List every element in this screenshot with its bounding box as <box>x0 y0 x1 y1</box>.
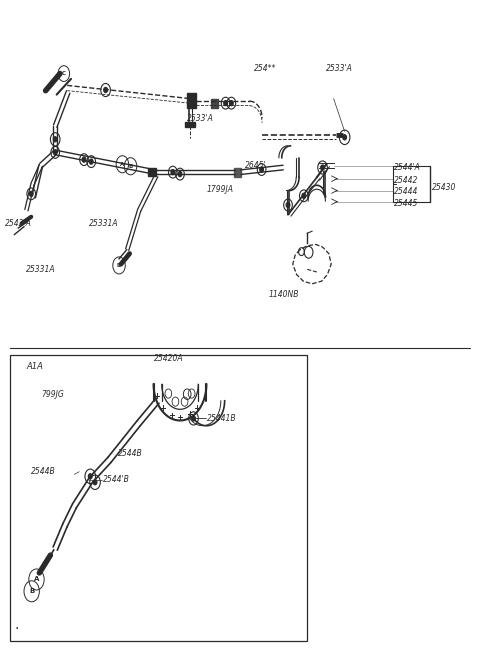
Text: 25444: 25444 <box>394 187 418 196</box>
Circle shape <box>302 193 306 198</box>
Text: 2544'A: 2544'A <box>394 163 420 172</box>
Text: B: B <box>29 588 34 595</box>
Circle shape <box>89 159 93 164</box>
Circle shape <box>93 480 97 485</box>
Bar <box>185 122 195 127</box>
Text: 25430: 25430 <box>432 183 456 192</box>
Text: 25331A: 25331A <box>26 265 56 274</box>
Text: 1140NB: 1140NB <box>269 290 300 299</box>
Circle shape <box>229 101 233 106</box>
Circle shape <box>192 416 195 421</box>
Text: 254**: 254** <box>254 64 277 74</box>
Text: 2645': 2645' <box>245 161 266 170</box>
Circle shape <box>171 170 175 175</box>
Circle shape <box>104 87 108 93</box>
Text: A: A <box>120 162 124 167</box>
Text: 25331A: 25331A <box>89 219 119 228</box>
Text: ·: · <box>14 622 19 636</box>
Text: 2533'A: 2533'A <box>187 114 214 123</box>
Bar <box>234 168 241 177</box>
Bar <box>211 99 218 108</box>
Bar <box>10 355 307 641</box>
Circle shape <box>29 191 33 196</box>
Text: 25445: 25445 <box>394 198 418 208</box>
Circle shape <box>321 165 324 170</box>
Circle shape <box>343 135 347 140</box>
Bar <box>148 168 156 176</box>
Circle shape <box>88 474 92 479</box>
Text: A1A: A1A <box>26 362 43 371</box>
Text: B: B <box>129 164 132 169</box>
Text: 25420A: 25420A <box>154 354 183 363</box>
Text: 1799JA: 1799JA <box>206 185 233 194</box>
Text: 25441B: 25441B <box>207 414 237 423</box>
Text: 2544B: 2544B <box>31 467 56 476</box>
Text: A: A <box>34 576 39 583</box>
Text: C: C <box>62 71 66 76</box>
Text: 2544B: 2544B <box>118 449 143 458</box>
Text: 2533'A: 2533'A <box>326 64 353 74</box>
Circle shape <box>224 101 228 106</box>
Bar <box>187 93 196 108</box>
Text: 25442: 25442 <box>394 176 418 185</box>
Text: D: D <box>117 263 121 268</box>
Text: 2544'B: 2544'B <box>103 475 130 484</box>
Circle shape <box>53 137 57 142</box>
Circle shape <box>286 202 290 208</box>
Circle shape <box>178 171 182 177</box>
Circle shape <box>82 157 86 162</box>
Text: 2542'A: 2542'A <box>5 219 32 228</box>
Circle shape <box>53 150 57 155</box>
Text: 799JG: 799JG <box>41 390 63 399</box>
Circle shape <box>260 167 264 172</box>
